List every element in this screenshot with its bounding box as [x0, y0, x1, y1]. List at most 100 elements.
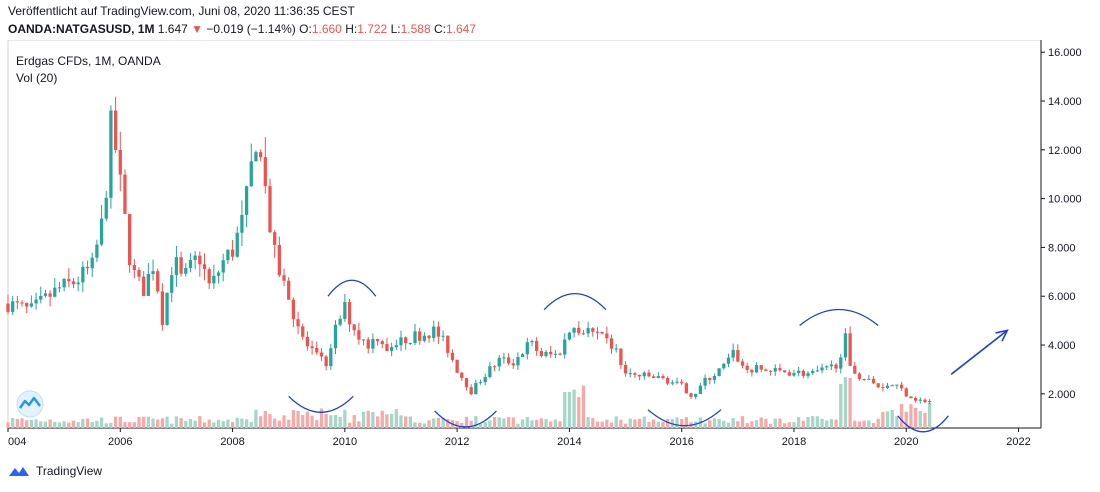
- candle-body: [174, 257, 179, 276]
- bottom-arc-annotation[interactable]: [897, 415, 949, 433]
- x-tick-label: 2008: [220, 436, 244, 448]
- candle-body: [549, 351, 553, 355]
- volume-bar: [904, 411, 908, 428]
- volume-bar: [740, 416, 745, 428]
- volume-bar: [366, 410, 370, 428]
- candle-body: [871, 378, 876, 384]
- volume-bar: [478, 423, 483, 428]
- volume-bar: [230, 422, 235, 428]
- candle-body: [113, 110, 118, 150]
- candle-body: [595, 331, 600, 333]
- top-arc-annotation[interactable]: [799, 308, 879, 327]
- volume-bar: [6, 422, 10, 428]
- candle-body: [862, 378, 866, 380]
- candle-body: [923, 399, 927, 403]
- bottom-arc-annotation[interactable]: [288, 395, 354, 413]
- volume-bar: [235, 417, 239, 428]
- volume-bar: [680, 418, 684, 428]
- candle-body: [563, 339, 567, 355]
- volume-bar: [254, 409, 258, 428]
- volume-bar: [492, 417, 497, 428]
- arrow-head-icon[interactable]: [995, 329, 1009, 342]
- drawing-annotations[interactable]: [288, 279, 1009, 433]
- candle-body: [525, 342, 529, 355]
- candle-body: [380, 341, 384, 345]
- volume-bar: [315, 419, 319, 428]
- volume-bar: [291, 410, 296, 428]
- candle-body: [268, 186, 272, 233]
- y-tick-label: 4.000: [1048, 340, 1076, 352]
- footer-brand[interactable]: TradingView: [8, 464, 102, 478]
- brand-name: TradingView: [36, 464, 103, 478]
- candle-body: [212, 275, 216, 284]
- candle-body: [371, 339, 375, 349]
- volume-bar: [619, 419, 623, 428]
- candle-body: [34, 299, 38, 304]
- x-tick-label: 2014: [557, 436, 581, 448]
- volume-bar: [857, 421, 862, 428]
- candle-body: [315, 347, 319, 353]
- volume-bar: [333, 414, 338, 428]
- candle-body: [324, 356, 328, 367]
- top-arc-annotation[interactable]: [543, 293, 607, 311]
- candle-body: [146, 273, 150, 296]
- candle-body: [768, 370, 773, 372]
- price-chart[interactable]: 2.000 4.000 6.000 8.000 10.000 12.000 14.000 16…: [0, 39, 1100, 460]
- close-value: 1.647: [445, 22, 476, 36]
- volume-bar: [928, 402, 932, 428]
- candle-body: [731, 350, 735, 358]
- top-arc-annotation[interactable]: [327, 279, 377, 297]
- volume-bar: [474, 416, 478, 428]
- candle-body: [156, 271, 160, 292]
- candle-body: [586, 328, 590, 334]
- volume-bar: [843, 377, 848, 428]
- candle-body: [581, 333, 586, 335]
- volume-bar: [113, 416, 118, 428]
- candle-body: [876, 383, 880, 388]
- volume-bar: [885, 411, 890, 428]
- tradingview-watermark-icon[interactable]: [16, 390, 44, 418]
- candle-body: [385, 344, 389, 352]
- candle-body: [305, 336, 310, 347]
- chart-area[interactable]: 2.000 4.000 6.000 8.000 10.000 12.000 14.000 16…: [0, 39, 1100, 460]
- candle-body: [839, 357, 843, 369]
- candle-body: [881, 387, 885, 389]
- volume-bar: [436, 417, 441, 428]
- candle-body: [193, 255, 197, 261]
- volume-bar: [535, 419, 539, 428]
- candle-body: [366, 339, 370, 349]
- candle-body: [567, 332, 572, 340]
- volume-bar: [76, 422, 80, 428]
- volume-bar: [174, 416, 179, 428]
- x-tick-label: 2022: [1006, 436, 1030, 448]
- candle-body: [109, 110, 113, 198]
- candle-body: [221, 260, 225, 273]
- candle-body: [478, 382, 483, 384]
- volume-bar: [764, 418, 768, 428]
- volume-bar: [90, 421, 94, 428]
- x-axis[interactable]: 004 2006 2008 2010 2012 2014 2016 2018 2020 2022: [7, 428, 1031, 448]
- volume-bar: [455, 421, 459, 428]
- x-tick-label: 2012: [445, 436, 469, 448]
- volume-bar: [586, 417, 590, 428]
- volume-bar: [848, 377, 852, 428]
- candle-body: [722, 363, 726, 369]
- candle-body: [296, 319, 300, 327]
- candle-body: [764, 369, 768, 371]
- candle-body: [455, 359, 459, 373]
- volume-bar: [282, 415, 286, 428]
- candle-body: [825, 366, 829, 368]
- bottom-arc-annotation[interactable]: [434, 410, 497, 428]
- candle-body: [25, 303, 29, 307]
- candle-body: [694, 393, 698, 397]
- candle-body: [539, 350, 543, 357]
- candle-body: [773, 368, 777, 372]
- arrow-annotation[interactable]: [950, 329, 1008, 375]
- volume-bar: [404, 416, 408, 428]
- symbol-label[interactable]: OANDA:NATGASUSD, 1M: [8, 22, 155, 36]
- volume-bar: [656, 421, 660, 428]
- volume-bar: [268, 414, 272, 428]
- bottom-arc-annotation[interactable]: [647, 409, 722, 427]
- y-axis[interactable]: 2.000 4.000 6.000 8.000 10.000 12.000 14.000 16…: [1041, 47, 1082, 401]
- volume-bar: [623, 423, 628, 428]
